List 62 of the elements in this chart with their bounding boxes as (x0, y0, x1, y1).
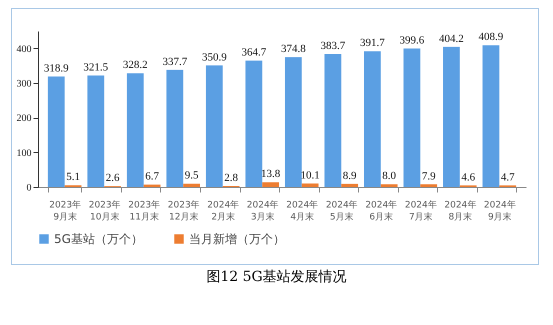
data-label: 4.7 (500, 171, 516, 184)
x-tick-label: 2024年 8月末 (444, 200, 476, 222)
data-label: 383.7 (320, 40, 346, 52)
bar (341, 184, 358, 187)
data-label: 10.1 (300, 170, 320, 182)
data-label: 374.8 (280, 43, 306, 56)
x-tick-label: 2024年 6月末 (365, 200, 398, 222)
data-label: 408.9 (478, 31, 504, 44)
data-label: 328.2 (122, 59, 148, 72)
data-label: 364.7 (241, 46, 267, 59)
legend-label: 当月新增（万个） (189, 232, 285, 246)
data-label: 404.2 (439, 32, 464, 45)
x-tick-label: 2024年 4月末 (286, 200, 318, 222)
bar (443, 46, 460, 187)
x-tick-label: 2023年 9月末 (49, 200, 82, 222)
data-label: 350.9 (202, 51, 228, 64)
bar (302, 184, 319, 187)
text: 图12 5G基站发展情况 (205, 268, 348, 286)
x-tick-label: 2024年 7月末 (404, 200, 437, 222)
bar (380, 184, 398, 187)
x-tick-label: 2024年 3月末 (246, 200, 279, 222)
x-tick-label: 2023年 11月末 (128, 200, 160, 222)
x-tick-label: 2024年 9月末 (484, 200, 516, 222)
data-label: 2.8 (224, 172, 238, 184)
bar (404, 48, 420, 187)
data-label: 391.7 (360, 37, 386, 50)
bar (364, 51, 381, 187)
y-tick-label: 0 (26, 182, 32, 194)
data-label: 9.5 (184, 170, 199, 182)
bar (324, 54, 342, 187)
data-label: 8.0 (382, 170, 397, 182)
y-tick-label: 200 (16, 113, 32, 124)
y-tick-label: 400 (16, 44, 32, 55)
data-label: 2.6 (106, 172, 120, 184)
x-tick-label: 2023年 12月末 (168, 200, 200, 222)
bar (183, 184, 200, 187)
data-label: 8.9 (342, 170, 358, 182)
bar (48, 76, 65, 187)
bar (284, 57, 302, 187)
bar (262, 182, 280, 187)
x-tick-label: 2024年 5月末 (326, 200, 358, 222)
data-label: 13.8 (261, 168, 281, 180)
data-label: 5.1 (66, 171, 80, 184)
bar (420, 184, 438, 187)
bar (166, 70, 184, 187)
data-label: 6.7 (145, 170, 160, 183)
bar (482, 45, 500, 187)
data-label: 318.9 (44, 62, 70, 74)
data-label: 321.5 (83, 62, 109, 74)
data-label: 399.6 (400, 34, 425, 46)
data-label: 4.6 (461, 171, 476, 184)
y-tick-label: 100 (16, 148, 32, 159)
bar (245, 60, 262, 187)
x-tick-label: 2023年 10月末 (88, 200, 121, 222)
bar (206, 65, 223, 187)
legend-label: 5G基站（万个） (54, 232, 143, 246)
bar (126, 73, 144, 187)
y-tick-label: 300 (16, 78, 32, 90)
x-tick-label: 2024年 2月末 (207, 200, 240, 222)
bar (87, 76, 104, 187)
data-label: 7.9 (422, 170, 436, 182)
data-label: 337.7 (162, 56, 188, 68)
